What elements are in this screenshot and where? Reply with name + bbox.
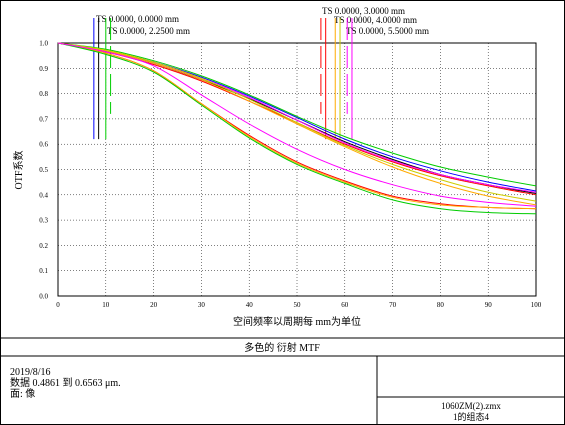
grid (57, 42, 537, 297)
x-tick-label: 80 (437, 301, 445, 309)
info-config: 1的组态4 (453, 411, 490, 422)
x-axis-label: 空间频率以周期每 mm为单位 (233, 315, 361, 328)
plot-border (57, 42, 537, 297)
legend-entry-1: TS 0.0000, 0.0000 mm (96, 14, 179, 24)
y-tick-label: 0.6 (39, 141, 48, 149)
y-tick-labels: 0.0 0.1 0.2 0.3 0.4 0.5 0.6 0.7 0.8 0.9 1.0 (39, 40, 48, 301)
y-axis-label: OTF系数 (12, 151, 25, 190)
x-tick-label: 0 (56, 301, 60, 309)
y-tick-label: 0.7 (39, 115, 48, 123)
mtf-curve-9 (57, 42, 537, 210)
mtf-curve-10 (57, 42, 537, 215)
y-tick-label: 0.5 (39, 166, 48, 174)
mtf-curves (57, 42, 537, 215)
y-tick-label: 0.1 (39, 267, 48, 275)
x-tick-label: 60 (341, 301, 349, 309)
info-file: 1060ZM(2).zmx (441, 401, 501, 411)
mtf-curve-6 (57, 42, 537, 206)
y-tick-label: 1.0 (39, 40, 48, 48)
y-tick-label: 0.4 (39, 191, 48, 199)
legend-entry-4: TS 0.0000, 4.0000 mm (334, 15, 417, 25)
mtf-curve-7 (57, 42, 537, 202)
legend-entry-3: TS 0.0000, 3.0000 mm (322, 6, 405, 16)
mtf-curve-11 (57, 42, 537, 207)
y-tick-label: 0.3 (39, 217, 48, 225)
y-tick-label: 0.0 (39, 293, 48, 301)
chart-title: 多色的 衍射 MTF (244, 341, 320, 354)
mtf-curve-3 (57, 42, 537, 187)
legend-entry-2: TS 0.0000, 2.2500 mm (107, 26, 190, 36)
legend-entry-5: TS 0.0000, 5.5000 mm (346, 26, 429, 36)
y-tick-label: 0.2 (39, 242, 48, 250)
mtf-curve-1 (57, 42, 537, 192)
info-date: 2019/8/16 (10, 367, 51, 378)
x-tick-label: 30 (198, 301, 206, 309)
mtf-plot: 0.0 0.1 0.2 0.3 0.4 0.5 0.6 0.7 0.8 0.9 1.0 0 10 20 3… (39, 18, 542, 309)
x-tick-label: 20 (150, 301, 158, 309)
x-tick-label: 70 (389, 301, 397, 309)
x-tick-label: 10 (102, 301, 110, 309)
info-data-range: 数据 0.4861 到 0.6563 μm. (10, 376, 121, 389)
x-tick-label: 50 (294, 301, 302, 309)
x-tick-label: 100 (531, 301, 542, 309)
x-tick-label: 40 (246, 301, 254, 309)
info-surface: 面: 像 (10, 388, 35, 400)
y-tick-label: 0.8 (39, 90, 48, 98)
legend: TS 0.0000, 0.0000 mm TS 0.0000, 2.2500 m… (96, 6, 429, 36)
field-markers (93, 18, 353, 140)
x-tick-label: 90 (485, 301, 493, 309)
x-tick-labels: 0 10 20 30 40 50 60 70 80 90 100 (56, 301, 542, 309)
y-tick-label: 0.9 (39, 65, 48, 73)
